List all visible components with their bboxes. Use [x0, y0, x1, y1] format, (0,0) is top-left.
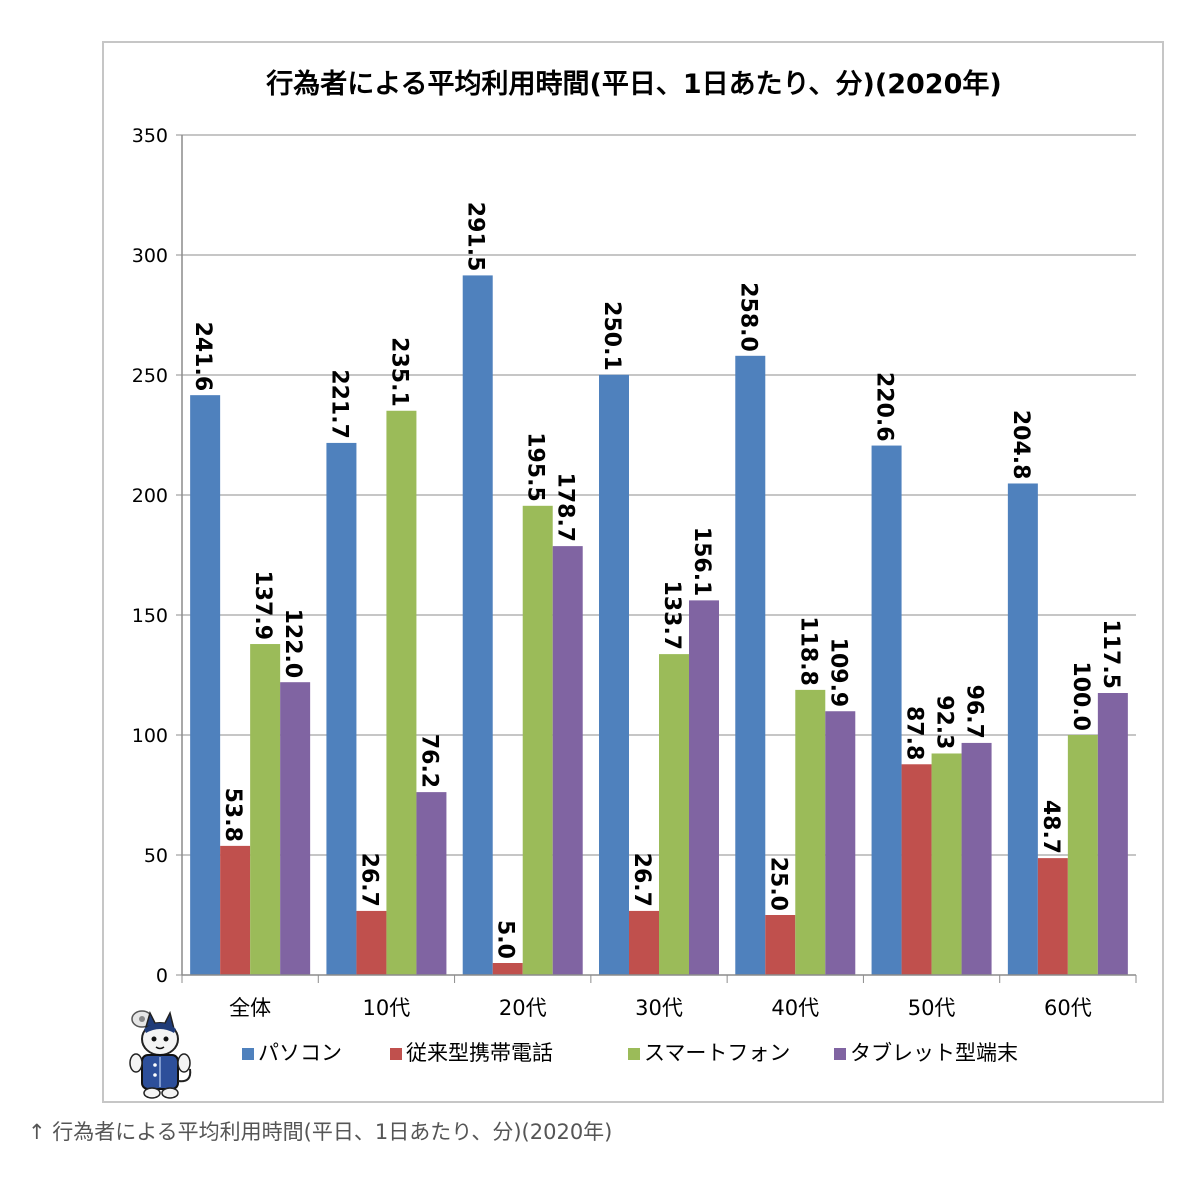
- data-label: 48.7: [1038, 800, 1063, 854]
- data-label: 204.8: [1008, 410, 1033, 480]
- data-label: 25.0: [765, 857, 790, 911]
- x-tick-label: 40代: [771, 996, 819, 1020]
- y-tick-label: 200: [132, 485, 168, 507]
- data-label: 96.7: [962, 685, 987, 739]
- y-tick-label: 0: [156, 965, 168, 987]
- data-label: 195.5: [523, 432, 548, 502]
- bar: [1007, 483, 1038, 975]
- legend-swatch: [834, 1048, 846, 1060]
- data-label: 122.0: [280, 609, 305, 679]
- bar: [599, 374, 629, 975]
- bar: [552, 546, 583, 975]
- bar: [356, 910, 387, 975]
- bar: [735, 355, 766, 975]
- bar: [765, 915, 796, 975]
- axes: 0 50 100 150 200 250 300 350 全体 10代 20代 30代 40代 50代 60…: [132, 125, 1137, 1020]
- legend-swatch: [628, 1048, 640, 1060]
- bar: [190, 395, 221, 975]
- bar: [416, 792, 447, 975]
- bar: [1097, 693, 1128, 975]
- data-labels: 241.6 221.7 291.5 250.1 258.0 220.6 204.8 53.8 2…: [190, 202, 1123, 959]
- bars: [190, 275, 1128, 975]
- data-label: 178.7: [553, 473, 578, 543]
- bar: [462, 275, 493, 975]
- y-tick-label: 150: [132, 605, 168, 627]
- data-label: 156.1: [689, 527, 714, 597]
- bar: [250, 644, 281, 975]
- y-tick-label: 100: [132, 725, 168, 747]
- x-tick-label: 50代: [908, 996, 956, 1020]
- y-tick-label: 50: [144, 845, 168, 867]
- bar-chart: 行為者による平均利用時間(平日、1日あたり、分)(2020年) 241.6 221…: [129, 68, 1137, 1099]
- data-label: 118.8: [795, 616, 820, 686]
- data-label: 235.1: [386, 337, 411, 407]
- legend-label: パソコン: [258, 1041, 342, 1065]
- data-label: 250.1: [599, 301, 624, 371]
- legend-swatch: [390, 1048, 402, 1060]
- data-label: 117.5: [1098, 619, 1123, 689]
- data-label: 133.7: [659, 581, 684, 651]
- data-label: 258.0: [735, 282, 760, 352]
- chart-title: 行為者による平均利用時間(平日、1日あたり、分)(2020年): [265, 68, 1001, 100]
- data-label: 92.3: [932, 695, 957, 749]
- data-label: 100.0: [1068, 661, 1093, 731]
- bar: [659, 654, 689, 975]
- data-label: 26.7: [356, 853, 381, 907]
- legend: パソコン 従来型携帯電話 スマートフォン タブレット型端末: [242, 1041, 1018, 1065]
- legend-label: タブレット型端末: [850, 1041, 1018, 1065]
- data-label: 26.7: [629, 853, 654, 907]
- y-tick-label: 250: [132, 365, 168, 387]
- bar: [795, 689, 826, 975]
- bar: [961, 742, 992, 975]
- x-tick-label: 20代: [499, 996, 547, 1020]
- bar: [280, 682, 311, 975]
- bar: [220, 845, 251, 975]
- figure-caption: ↑ 行為者による平均利用時間(平日、1日あたり、分)(2020年): [28, 1120, 613, 1144]
- data-label: 291.5: [463, 202, 488, 272]
- x-tick-label: 全体: [229, 996, 271, 1020]
- bar: [629, 910, 659, 975]
- x-tick-label: 60代: [1044, 996, 1092, 1020]
- bar: [825, 711, 856, 975]
- bar: [522, 505, 553, 975]
- bar: [901, 764, 932, 975]
- data-label: 241.6: [190, 322, 215, 392]
- y-tick-label: 350: [132, 125, 168, 147]
- data-label: 87.8: [902, 706, 927, 760]
- data-label: 220.6: [872, 372, 897, 442]
- cat-mascot-icon: [129, 1010, 192, 1099]
- legend-swatch: [242, 1048, 254, 1060]
- data-label: 109.9: [825, 638, 850, 708]
- bar: [326, 442, 357, 975]
- bar: [1067, 735, 1098, 975]
- data-label: 137.9: [250, 570, 275, 640]
- bar: [386, 410, 417, 975]
- data-label: 221.7: [326, 369, 351, 439]
- x-tick-label: 10代: [363, 996, 411, 1020]
- bar: [871, 445, 902, 975]
- bar: [492, 963, 523, 975]
- y-tick-label: 300: [132, 245, 168, 267]
- data-label: 53.8: [220, 788, 245, 842]
- data-label: 76.2: [416, 734, 441, 788]
- bar: [931, 753, 962, 975]
- bar: [1037, 858, 1068, 975]
- data-label: 5.0: [493, 920, 518, 959]
- bar: [689, 600, 719, 975]
- x-tick-label: 30代: [635, 996, 683, 1020]
- legend-label: 従来型携帯電話: [406, 1041, 553, 1065]
- chart-frame: 行為者による平均利用時間(平日、1日あたり、分)(2020年) 241.6 221…: [102, 41, 1164, 1103]
- legend-label: スマートフォン: [644, 1041, 790, 1065]
